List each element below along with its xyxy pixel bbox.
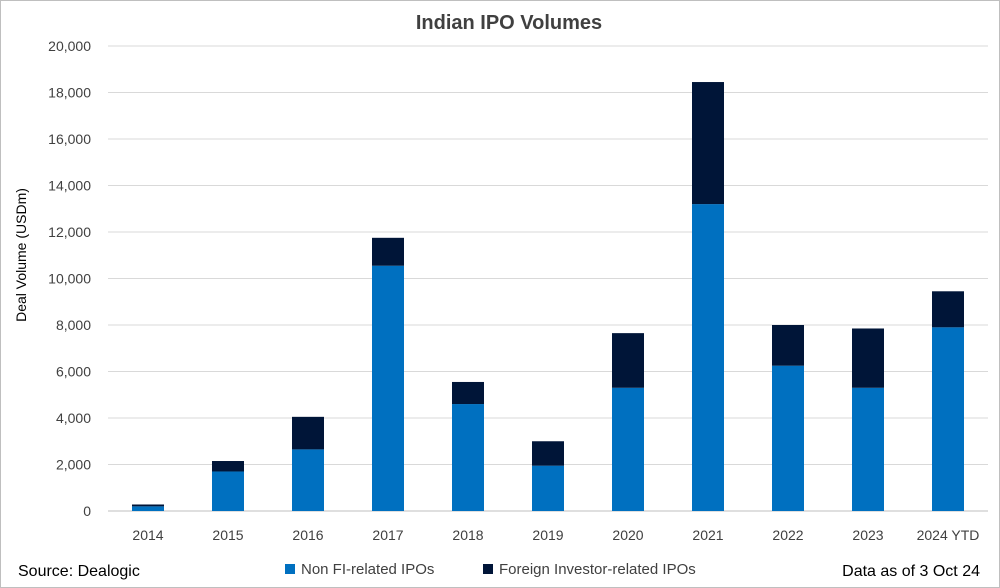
bar-non-fi-ipos <box>612 387 644 511</box>
x-tick-label: 2016 <box>292 527 323 543</box>
bar-non-fi-ipos <box>852 387 884 511</box>
bar-non-fi-ipos <box>132 506 164 511</box>
data-date-note: Data as of 3 Oct 24 <box>842 563 980 580</box>
source-note: Source: Dealogic <box>18 563 140 580</box>
chart-title: Indian IPO Volumes <box>416 12 602 34</box>
y-tick-label: 8,000 <box>56 317 91 333</box>
y-axis-label: Deal Volume (USDm) <box>13 188 29 322</box>
y-tick-label: 12,000 <box>48 224 91 240</box>
bar-foreign-investor-ipos <box>852 328 884 388</box>
x-tick-label: 2021 <box>692 527 723 543</box>
bar-foreign-investor-ipos <box>772 325 804 366</box>
y-axis-ticks: 0 2,000 4,000 6,000 8,000 10,000 12,000 14,000 1… <box>48 38 91 519</box>
bar-foreign-investor-ipos <box>212 461 244 472</box>
bar-non-fi-ipos <box>932 327 964 511</box>
bar-foreign-investor-ipos <box>612 333 644 388</box>
legend-swatch-non-fi <box>285 564 295 574</box>
x-tick-label: 2024 YTD <box>917 527 980 543</box>
x-tick-label: 2019 <box>532 527 563 543</box>
legend-label-non-fi: Non FI-related IPOs <box>301 561 434 578</box>
bar-foreign-investor-ipos <box>372 237 404 266</box>
y-tick-label: 14,000 <box>48 178 91 194</box>
y-tick-label: 16,000 <box>48 131 91 147</box>
y-tick-label: 18,000 <box>48 85 91 101</box>
y-tick-label: 4,000 <box>56 410 91 426</box>
bars <box>132 82 964 511</box>
bar-non-fi-ipos <box>452 404 484 511</box>
bar-non-fi-ipos <box>772 365 804 511</box>
x-tick-label: 2023 <box>852 527 883 543</box>
gridlines <box>108 45 988 512</box>
legend-label-foreign-investor: Foreign Investor-related IPOs <box>499 561 696 578</box>
y-tick-label: 2,000 <box>56 457 91 473</box>
bar-non-fi-ipos <box>692 204 724 511</box>
bar-foreign-investor-ipos <box>452 381 484 405</box>
bar-foreign-investor-ipos <box>692 82 724 205</box>
x-tick-label: 2018 <box>452 527 483 543</box>
bar-foreign-investor-ipos <box>932 291 964 328</box>
legend: Non FI-related IPOs Foreign Investor-rela… <box>285 561 696 578</box>
x-tick-label: 2015 <box>212 527 243 543</box>
y-tick-label: 6,000 <box>56 364 91 380</box>
y-tick-label: 0 <box>83 503 91 519</box>
bar-non-fi-ipos <box>532 465 564 511</box>
bar-non-fi-ipos <box>372 265 404 511</box>
bar-foreign-investor-ipos <box>532 441 564 466</box>
x-tick-label: 2014 <box>132 527 163 543</box>
bar-non-fi-ipos <box>292 449 324 511</box>
y-tick-label: 10,000 <box>48 271 91 287</box>
legend-swatch-foreign-investor <box>483 564 493 574</box>
x-tick-label: 2022 <box>772 527 803 543</box>
bar-non-fi-ipos <box>212 471 244 511</box>
bar-foreign-investor-ipos <box>292 416 324 450</box>
y-tick-label: 20,000 <box>48 38 91 54</box>
x-tick-label: 2017 <box>372 527 403 543</box>
x-tick-label: 2020 <box>612 527 643 543</box>
bar-foreign-investor-ipos <box>132 504 164 507</box>
x-axis-ticks: 2014 2015 2016 2017 2018 2019 2020 2021 2022 2023… <box>132 527 979 543</box>
